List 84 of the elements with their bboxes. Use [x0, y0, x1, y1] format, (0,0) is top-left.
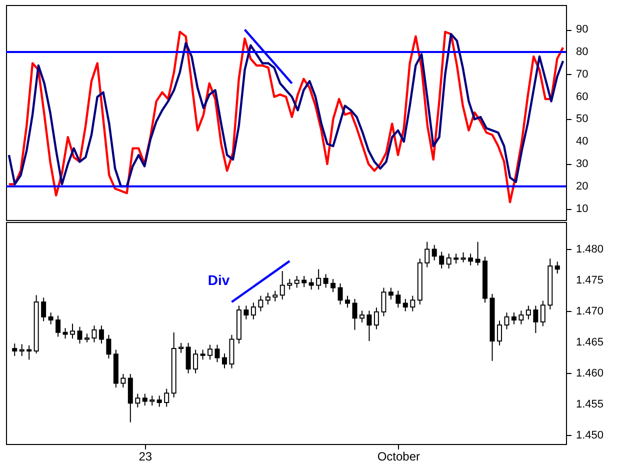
candlestick: [439, 251, 444, 270]
candlestick: [222, 352, 227, 369]
candlestick: [338, 282, 343, 305]
candlestick: [186, 342, 191, 374]
y-tick-label: 1.475: [576, 274, 604, 286]
y-tick-label: 1.465: [576, 336, 604, 348]
y-tick-label: 80: [576, 46, 588, 58]
y-tick-label: 10: [576, 202, 588, 215]
candlestick: [193, 349, 198, 374]
candlestick: [142, 393, 148, 406]
candlestick: [294, 275, 300, 288]
candlestick: [396, 290, 401, 308]
candlestick: [366, 310, 372, 342]
candlestick: [410, 295, 416, 312]
y-tick-label: 30: [576, 158, 588, 170]
candlestick: [454, 253, 459, 264]
annotation: Div: [208, 272, 230, 288]
candlestick: [135, 393, 140, 408]
y-tick-label: 50: [576, 113, 588, 126]
candlestick: [388, 287, 394, 300]
candlestick: [244, 305, 249, 320]
candlestick: [26, 344, 32, 360]
candlestick: [200, 349, 206, 360]
candlestick: [359, 310, 364, 323]
y-tick-label: 1.480: [576, 243, 604, 256]
candlestick: [345, 295, 350, 308]
y-tick-label: 1.460: [576, 367, 604, 380]
candlestick: [12, 343, 18, 356]
candlestick: [424, 241, 430, 268]
candlestick: [533, 305, 538, 334]
candlestick: [381, 287, 386, 317]
candlestick: [475, 241, 480, 266]
candlestick: [468, 253, 474, 266]
candlestick: [496, 320, 502, 346]
y-tick-label: 1.450: [576, 429, 604, 442]
candlestick: [208, 344, 213, 360]
candlestick: [272, 290, 278, 302]
candlestick: [156, 395, 162, 408]
candlestick: [56, 315, 61, 338]
y-tick-label: 40: [576, 136, 588, 148]
candlestick: [214, 344, 220, 363]
candlestick: [41, 297, 46, 322]
candlestick: [92, 325, 97, 343]
candlestick: [77, 326, 82, 344]
candlestick: [402, 298, 408, 312]
candlestick: [518, 310, 524, 325]
x-tick-label: October: [377, 450, 420, 464]
y-tick-label: 1.470: [576, 305, 604, 318]
candlestick: [308, 278, 314, 290]
y-tick-label: 60: [576, 90, 588, 103]
candlestick: [265, 292, 270, 305]
candlestick: [150, 395, 155, 406]
candlestick: [106, 334, 112, 359]
candlestick: [120, 373, 126, 388]
candlestick: [287, 278, 292, 290]
candlestick: [316, 268, 322, 290]
y-tick-label: 20: [576, 180, 588, 192]
candlestick: [446, 253, 452, 270]
candlestick: [540, 300, 546, 327]
candlestick: [432, 244, 437, 261]
candlestick: [302, 275, 307, 288]
y-tick-label: 70: [576, 68, 588, 80]
candlestick: [511, 312, 516, 325]
candlestick: [258, 295, 264, 312]
candlestick: [19, 344, 24, 356]
candlestick: [374, 307, 379, 330]
candlestick: [178, 342, 184, 354]
candlestick: [250, 302, 256, 320]
candlestick: [352, 298, 358, 330]
candlestick: [330, 278, 336, 293]
y-tick-label: 1.455: [576, 398, 604, 410]
candlestick: [554, 261, 560, 274]
candlestick: [62, 328, 68, 340]
candlestick: [70, 323, 76, 340]
candlestick: [323, 274, 328, 288]
candlestick: [48, 312, 54, 325]
y-tick-label: 90: [576, 24, 588, 36]
candlestick: [460, 252, 466, 263]
candlestick: [526, 305, 531, 320]
candlestick: [98, 325, 104, 344]
candlestick: [504, 312, 510, 330]
x-tick-label: 23: [138, 450, 152, 464]
candlestick: [164, 388, 170, 408]
candlestick: [280, 270, 285, 300]
